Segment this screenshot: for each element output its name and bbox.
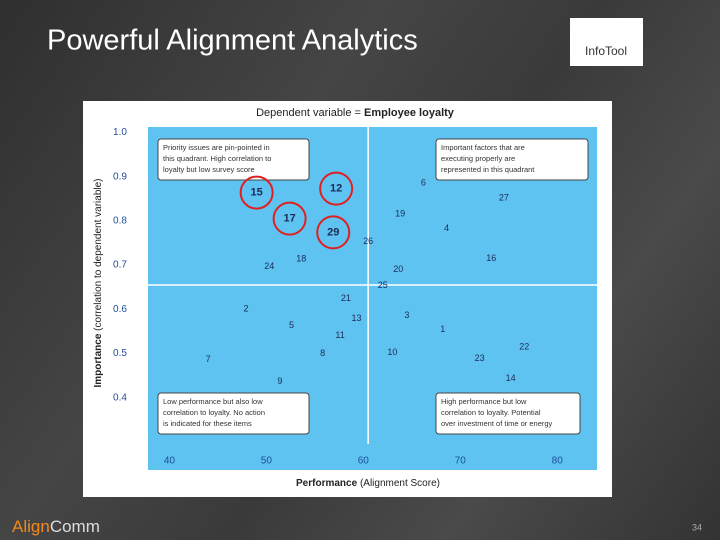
point-label: 22	[519, 342, 529, 352]
page-number: 34	[692, 522, 702, 532]
point-label: 20	[393, 264, 403, 274]
x-tick-label: 50	[261, 456, 273, 467]
annotation-text: loyalty but low survey score	[163, 165, 255, 174]
point-label: 6	[421, 178, 426, 188]
point-label: 10	[387, 347, 397, 357]
footer-logo-b: Comm	[50, 517, 100, 536]
point-label: 13	[352, 313, 362, 323]
x-tick-label: 80	[552, 456, 564, 467]
annotation-box	[435, 392, 581, 435]
annotation-text: Priority issues are pin-pointed in	[163, 143, 270, 152]
point-label: 17	[283, 213, 295, 225]
annotation-text: correlation to loyalty. No action	[163, 408, 265, 417]
point-label: 25	[378, 280, 388, 290]
x-label-plain: (Alignment Score)	[360, 478, 440, 489]
point-label: 4	[444, 223, 449, 233]
y-tick-label: 0.8	[113, 216, 127, 227]
x-label-bold: Performance	[296, 478, 358, 489]
y-label-plain: (correlation to dependent variable)	[93, 178, 104, 330]
annotation-box	[157, 392, 310, 435]
point-label: 9	[277, 376, 282, 386]
footer-logo-a: Align	[12, 517, 50, 536]
point-label: 29	[327, 226, 339, 238]
highlight-circle	[272, 201, 307, 236]
point-label: 26	[363, 236, 373, 246]
highlight-circle	[239, 175, 274, 210]
logo-text: InfoTool	[585, 44, 627, 58]
point-label: 7	[206, 354, 211, 364]
y-label-bold: Importance	[93, 333, 104, 387]
point-label: 3	[404, 310, 409, 320]
y-axis-label: Importance (correlation to dependent var…	[93, 178, 104, 387]
point-label: 16	[486, 253, 496, 263]
x-tick-label: 40	[164, 456, 176, 467]
highlight-circle	[319, 171, 354, 206]
highlight-circle	[316, 215, 351, 250]
point-label: 15	[251, 186, 263, 198]
chart-title: Dependent variable = Employee loyalty	[256, 107, 455, 119]
x-axis-label: Performance (Alignment Score)	[296, 478, 440, 489]
point-label: 23	[475, 353, 485, 363]
annotation-text: this quadrant. High correlation to	[163, 154, 271, 163]
point-label: 19	[395, 209, 405, 219]
point-label: 12	[330, 182, 342, 194]
y-tick-label: 0.6	[113, 304, 127, 315]
annotation-text: over investment of time or energy	[441, 419, 553, 428]
point-label: 5	[289, 320, 294, 330]
annotation-box	[435, 138, 589, 181]
annotation-box	[157, 138, 310, 181]
annotation-text: is indicated for these items	[163, 419, 252, 428]
y-tick-label: 0.5	[113, 348, 127, 359]
annotation-text: executing properly are	[441, 154, 515, 163]
point-label: 8	[320, 348, 325, 358]
footer-logo: AlignComm	[12, 517, 100, 536]
point-label: 14	[506, 373, 516, 383]
point-label: 1	[440, 324, 445, 334]
x-tick-label: 60	[358, 456, 370, 467]
point-label: 2	[243, 304, 248, 314]
annotation-text: Low performance but also low	[163, 397, 263, 406]
point-label: 21	[341, 293, 351, 303]
annotation-text: Important factors that are	[441, 143, 525, 152]
annotation-text: correlation to loyalty. Potential	[441, 408, 541, 417]
y-tick-label: 0.7	[113, 260, 127, 271]
point-label: 11	[335, 330, 344, 340]
x-tick-label: 70	[455, 456, 467, 467]
y-tick-label: 1.0	[113, 127, 127, 138]
point-label: 18	[296, 254, 306, 264]
title-plain: Dependent variable =	[256, 107, 364, 119]
slide-title: Powerful Alignment Analytics	[47, 25, 418, 57]
point-label: 24	[264, 261, 274, 271]
title-bold: Employee loyalty	[364, 107, 455, 119]
y-tick-label: 0.9	[113, 171, 127, 182]
point-label: 27	[499, 193, 509, 203]
annotation-text: represented in this quadrant	[441, 165, 535, 174]
annotation-text: High performance but low	[441, 397, 527, 406]
y-tick-label: 0.4	[113, 392, 127, 403]
logo-box	[570, 18, 643, 66]
